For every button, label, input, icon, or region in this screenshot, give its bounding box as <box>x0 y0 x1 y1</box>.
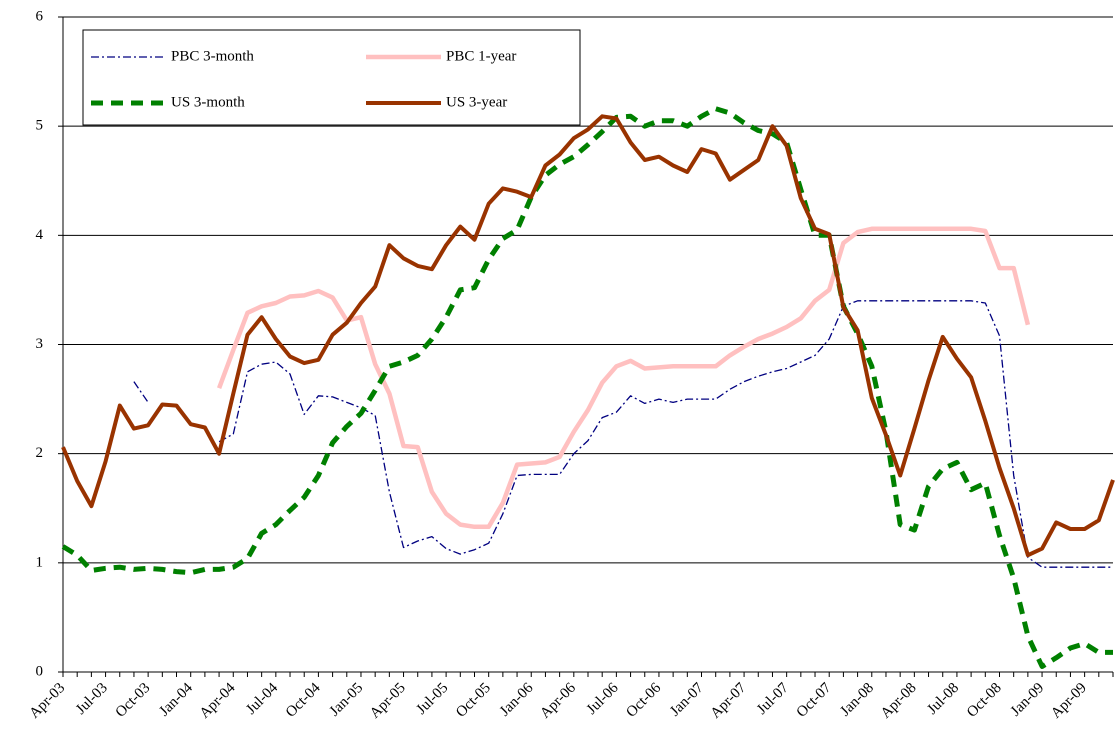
x-tick-label: Jan-09 <box>1008 680 1048 720</box>
x-tick-label: Apr-07 <box>708 680 750 722</box>
x-tick-label: Jul-06 <box>584 680 622 718</box>
legend-label: US 3-year <box>446 94 507 110</box>
series-line <box>216 226 1031 530</box>
x-tick-label: Jan-04 <box>156 680 196 720</box>
x-tick-label: Oct-06 <box>623 680 664 721</box>
x-tick-label: Jan-06 <box>497 680 537 720</box>
x-tick-label: Oct-07 <box>794 680 835 721</box>
x-tick-label: Jan-05 <box>327 680 367 720</box>
y-tick-label: 5 <box>36 118 44 134</box>
y-tick-label: 3 <box>36 336 44 352</box>
y-tick-label: 1 <box>36 554 44 570</box>
x-tick-label: Jul-04 <box>243 680 281 718</box>
x-tick-label: Oct-04 <box>283 680 324 721</box>
x-tick-label: Apr-06 <box>537 680 579 722</box>
x-tick-label: Oct-05 <box>453 680 494 721</box>
legend-box <box>82 29 581 126</box>
y-tick-label: 2 <box>36 445 44 461</box>
x-tick-label: Jan-07 <box>667 680 707 720</box>
x-tick-label: Jan-08 <box>837 680 877 720</box>
y-tick-label: 6 <box>36 8 44 24</box>
x-tick-label: Jul-08 <box>924 680 962 718</box>
x-tick-label: Jul-07 <box>754 680 792 718</box>
series-line <box>61 106 1113 669</box>
y-tick-label: 0 <box>36 663 44 679</box>
x-tick-label: Apr-08 <box>878 680 920 722</box>
series-line <box>133 300 1113 568</box>
legend-label: US 3-month <box>171 94 245 110</box>
legend-label: PBC 1-year <box>446 48 516 64</box>
x-tick-label: Oct-03 <box>113 680 154 721</box>
x-tick-label: Apr-09 <box>1048 680 1090 722</box>
y-tick-label: 4 <box>36 227 44 243</box>
x-tick-label: Apr-05 <box>367 680 409 722</box>
x-tick-label: Apr-04 <box>197 680 239 722</box>
series-line <box>61 114 1115 558</box>
x-tick-label: Apr-03 <box>27 680 69 722</box>
x-tick-label: Jul-03 <box>73 680 111 718</box>
legend-label: PBC 3-month <box>171 48 254 64</box>
x-tick-label: Oct-08 <box>964 680 1005 721</box>
x-tick-label: Jul-05 <box>414 680 452 718</box>
